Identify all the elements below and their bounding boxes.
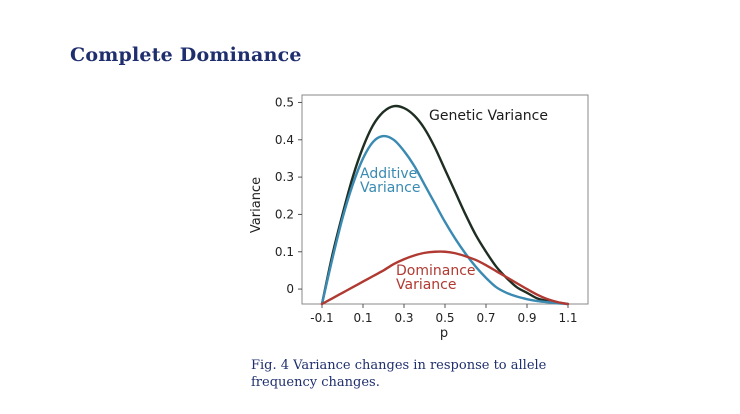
- variance-chart: 00.10.20.30.40.5 -0.1 0.1 0.3 0.5 0.7 0.9 1.1 …: [249, 94, 589, 340]
- y-tick-label: 0.5: [275, 95, 294, 109]
- x-tick-label: 0.1: [353, 311, 372, 325]
- genetic-variance-line: [320, 104, 570, 306]
- y-axis-label: Variance: [249, 177, 264, 233]
- y-tick-label: 0.1: [275, 245, 294, 259]
- y-tick-label: 0.3: [275, 170, 294, 184]
- dominance-variance-label: Dominance Variance: [396, 263, 476, 293]
- x-tick-label: 1.1: [558, 311, 577, 325]
- figure-caption: Fig. 4 Variance changes in response to a…: [251, 358, 547, 390]
- y-tick-label: 0.4: [275, 133, 294, 147]
- y-tick-label: 0.2: [275, 207, 294, 221]
- x-tick-label: -0.1: [310, 311, 333, 325]
- x-tick-label: 0.5: [435, 311, 454, 325]
- y-tick-label: 0: [286, 282, 294, 296]
- x-tick-label: 0.3: [394, 311, 413, 325]
- plot-area: [301, 94, 589, 305]
- additive-variance-label: Additive Variance: [360, 166, 420, 196]
- x-tick-label: 0.7: [476, 311, 495, 325]
- dominance-variance-line: [320, 250, 570, 306]
- x-tick-label: 0.9: [517, 311, 536, 325]
- page-title: Complete Dominance: [70, 44, 302, 66]
- x-axis-label: p: [440, 326, 448, 340]
- genetic-variance-label: Genetic Variance: [429, 108, 548, 124]
- additive-variance-line: [320, 134, 570, 306]
